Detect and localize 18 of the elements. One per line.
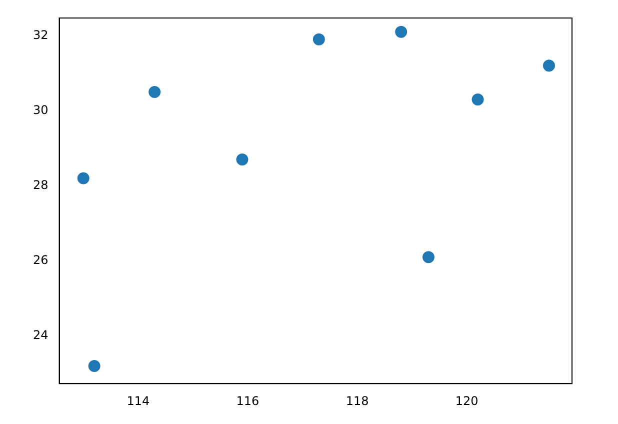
x-tick-label: 120 — [455, 394, 478, 408]
point — [148, 86, 161, 98]
point — [88, 360, 100, 372]
point — [422, 251, 434, 264]
point — [472, 93, 484, 106]
x-tick-label: 116 — [236, 394, 260, 408]
y-tick-label: 32 — [32, 28, 48, 42]
y-tick-label: 28 — [32, 178, 48, 192]
point — [395, 26, 408, 38]
y-tick-label: 26 — [32, 252, 48, 267]
y-tick-label: 30 — [32, 102, 48, 117]
point — [312, 33, 325, 46]
point — [542, 60, 555, 72]
x-tick-label: 118 — [346, 394, 369, 408]
y-tick-label: 24 — [32, 328, 48, 342]
point — [236, 154, 248, 166]
x-tick-label: 114 — [126, 394, 150, 408]
point — [77, 172, 90, 184]
